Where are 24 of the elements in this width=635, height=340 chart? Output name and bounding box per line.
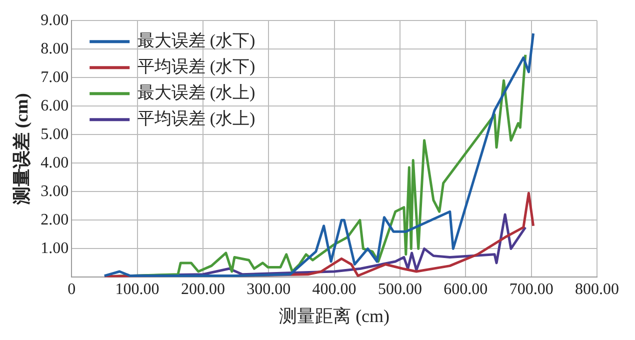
x-tick-label: 600.00	[444, 281, 488, 298]
y-tick-label: 2.00	[40, 211, 69, 228]
legend-label: 平均误差 (水上)	[138, 109, 256, 128]
x-axis-title: 测量距离 (cm)	[279, 306, 390, 326]
y-tick-label: 4.00	[40, 154, 69, 172]
y-axis-title: 测量误差 (cm)	[11, 93, 32, 206]
y-tick-label: 5.00	[40, 126, 69, 143]
y-tick-label: 1.00	[40, 240, 69, 257]
x-tick-label: 0	[68, 281, 76, 298]
y-tick-label: 6.00	[40, 97, 69, 114]
x-tick-label: 500.00	[378, 281, 422, 298]
legend-label: 平均误差 (水下)	[138, 57, 256, 76]
x-tick-label: 300.00	[246, 281, 291, 298]
x-tick-label: 200.00	[180, 281, 225, 298]
y-tick-label: 7.00	[40, 68, 69, 86]
x-tick-label: 700.00	[509, 281, 554, 298]
legend-label: 最大误差 (水上)	[138, 83, 256, 102]
y-tick-label: 9.00	[40, 12, 69, 29]
y-tick-label: 3.00	[40, 182, 69, 200]
legend-label: 最大误差 (水下)	[138, 31, 256, 50]
x-tick-label: 800.00	[575, 281, 619, 298]
y-tick-label: 8.00	[40, 40, 69, 58]
x-tick-label: 100.00	[115, 281, 160, 298]
x-tick-label: 400.00	[312, 281, 356, 298]
